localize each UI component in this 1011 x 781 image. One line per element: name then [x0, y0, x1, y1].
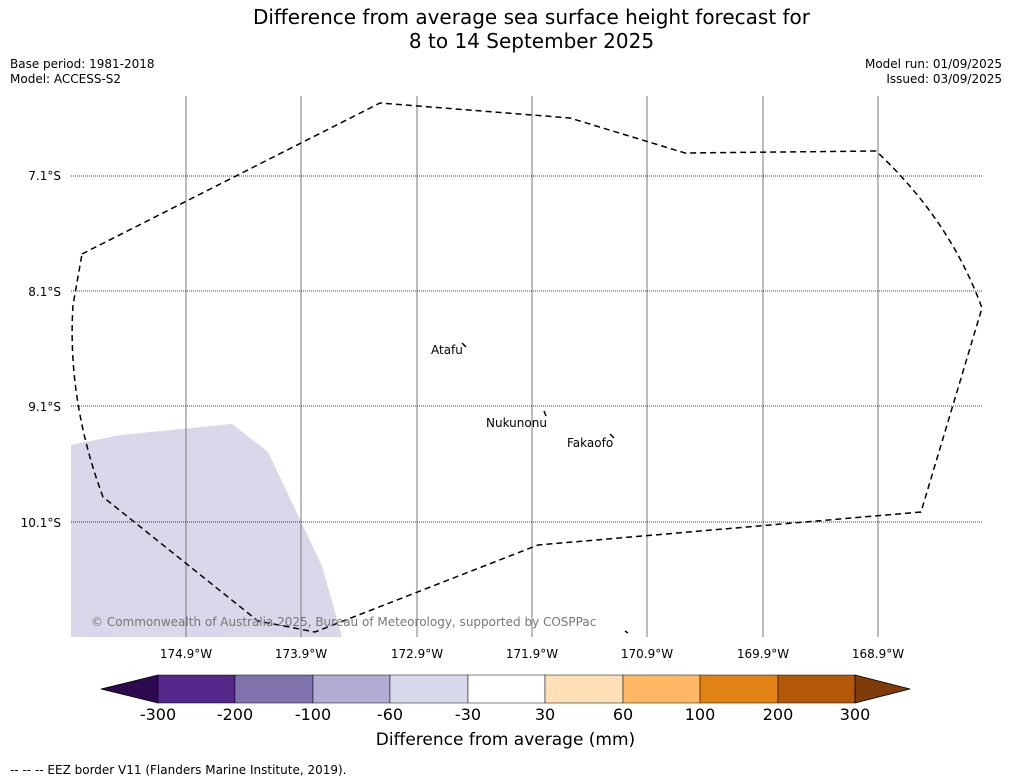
- model-name: Model: ACCESS-S2: [10, 72, 122, 86]
- lon-label-4: 171.9°W: [506, 647, 558, 661]
- colorbar-extend-low: [100, 674, 159, 704]
- colorbar-extend-high: [854, 674, 911, 704]
- colorbar-bin-5: [467, 674, 546, 704]
- lon-label-6: 169.9°W: [737, 647, 789, 661]
- meta-right: Model run: 01/09/2025 Issued: 03/09/2025: [865, 57, 1002, 87]
- eez-border: [71, 102, 983, 633]
- atafu-island: [461, 342, 467, 348]
- colorbar-bin-3: [312, 674, 391, 704]
- sea-level-anomaly-region: [71, 424, 342, 637]
- colorbar-tick-9: 200: [763, 705, 794, 724]
- issued-date: Issued: 03/09/2025: [886, 72, 1002, 86]
- map-title: Difference from average sea surface heig…: [252, 5, 811, 53]
- copyright-text: © Commonwealth of Australia 2025, Bureau…: [91, 615, 596, 629]
- colorbar-bin-6: [544, 674, 624, 704]
- nukunonu-island: [543, 410, 547, 417]
- colorbar-tick-8: 100: [685, 705, 716, 724]
- colorbar-tick-4: -60: [377, 705, 403, 724]
- colorbar-bin-7: [622, 674, 701, 704]
- island-marks: [461, 342, 629, 634]
- base-period: Base period: 1981-2018: [10, 57, 155, 71]
- colorbar-bin-4: [389, 674, 469, 704]
- lon-label-3: 172.9°W: [391, 647, 443, 661]
- place-label-fakaofo: Fakaofo: [567, 436, 613, 450]
- small-island: [624, 630, 629, 634]
- lon-label-2: 173.9°W: [275, 647, 327, 661]
- lat-label-2: 8.1°S: [28, 285, 61, 299]
- meta-left: Base period: 1981-2018 Model: ACCESS-S2: [10, 57, 155, 87]
- colorbar-tick-6: 30: [535, 705, 555, 724]
- colorbar-tick-1: -300: [140, 705, 176, 724]
- colorbar-tick-2: -200: [217, 705, 253, 724]
- model-run: Model run: 01/09/2025: [864, 57, 1002, 71]
- longitude-gridlines: [185, 96, 879, 637]
- lat-label-3: 9.1°S: [28, 400, 61, 414]
- colorbar-bin-1: [157, 674, 236, 704]
- lat-label-1: 7.1°S: [28, 169, 61, 183]
- fakaofo-island: [609, 433, 615, 439]
- colorbar-tick-7: 60: [613, 705, 633, 724]
- colorbar: [100, 674, 911, 704]
- colorbar-tick-labels: -300 -200 -100 -60 -30 30 60 100 200 300: [140, 705, 870, 724]
- lon-label-5: 170.9°W: [621, 647, 673, 661]
- place-labels: Atafu Nukunonu Fakaofo: [431, 343, 613, 450]
- colorbar-tick-3: -100: [295, 705, 331, 724]
- colorbar-tick-10: 300: [840, 705, 871, 724]
- longitude-labels: 174.9°W 173.9°W 172.9°W 171.9°W 170.9°W …: [160, 647, 904, 661]
- place-label-nukunonu: Nukunonu: [486, 416, 547, 430]
- colorbar-bin-9: [777, 674, 856, 704]
- eez-legend-note: -- -- -- EEZ border V11 (Flanders Marine…: [10, 763, 347, 777]
- place-label-atafu: Atafu: [431, 343, 463, 357]
- lon-label-7: 168.9°W: [852, 647, 904, 661]
- colorbar-bin-8: [699, 674, 779, 704]
- colorbar-tick-5: -30: [455, 705, 481, 724]
- lat-label-4: 10.1°S: [21, 516, 61, 530]
- lon-label-1: 174.9°W: [160, 647, 212, 661]
- colorbar-label: Difference from average (mm): [375, 730, 636, 750]
- latitude-labels: 7.1°S 8.1°S 9.1°S 10.1°S: [21, 169, 61, 530]
- colorbar-bin-2: [234, 674, 314, 704]
